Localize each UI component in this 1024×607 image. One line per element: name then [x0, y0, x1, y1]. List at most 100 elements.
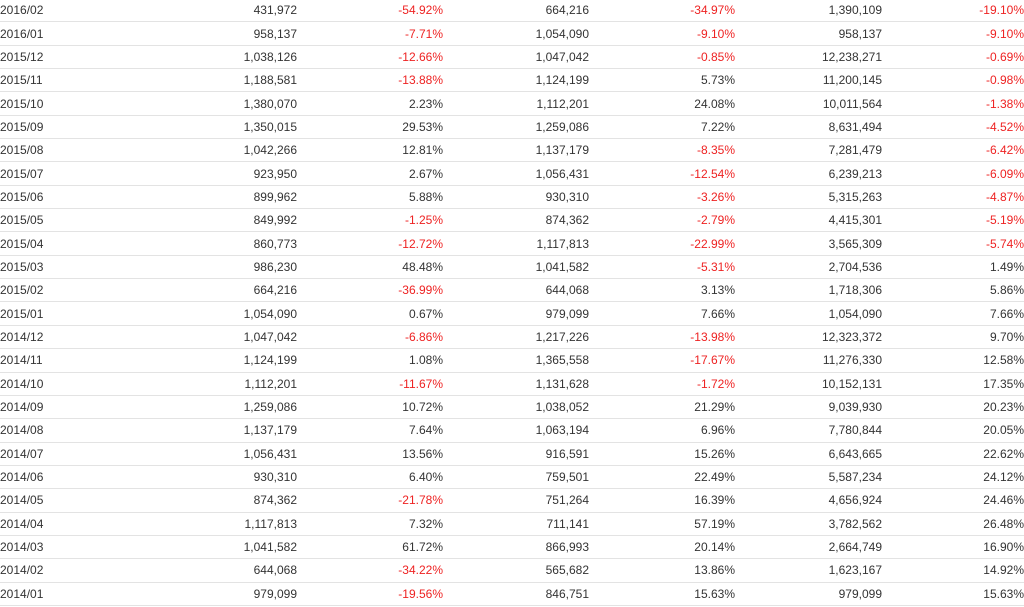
cumulative-cell: 10,152,131	[735, 372, 882, 396]
cumulative-change-cell: -9.10%	[882, 21, 1024, 46]
table-row: 2014/04 1,117,813 7.32% 711,141 57.19% 3,782,…	[0, 512, 1024, 536]
change-a-cell: -11.67%	[297, 372, 443, 396]
change-a-cell: -36.99%	[297, 278, 443, 303]
month-cell: 2014/07	[0, 442, 132, 466]
value-b-cell: 1,056,431	[443, 161, 589, 186]
value-b-cell: 1,131,628	[443, 372, 589, 396]
change-b-cell: 5.73%	[589, 68, 735, 93]
value-a-cell: 979,099	[132, 582, 297, 606]
value-b-cell: 1,124,199	[443, 68, 589, 93]
cumulative-change-cell: 24.46%	[882, 488, 1024, 513]
table-row: 2015/02 664,216 -36.99% 644,068 3.13% 1,718,3…	[0, 278, 1024, 303]
change-b-cell: -22.99%	[589, 231, 735, 256]
month-cell: 2014/04	[0, 512, 132, 536]
cumulative-change-cell: 20.05%	[882, 418, 1024, 443]
change-b-cell: 3.13%	[589, 278, 735, 303]
cumulative-change-cell: -4.87%	[882, 185, 1024, 210]
value-b-cell: 759,501	[443, 465, 589, 490]
table-row: 2014/10 1,112,201 -11.67% 1,131,628 -1.72% 10…	[0, 372, 1024, 396]
cumulative-change-cell: 1.49%	[882, 255, 1024, 280]
change-b-cell: 15.63%	[589, 582, 735, 606]
change-a-cell: -19.56%	[297, 582, 443, 606]
table-row: 2014/06 930,310 6.40% 759,501 22.49% 5,587,23…	[0, 465, 1024, 490]
cumulative-change-cell: 20.23%	[882, 395, 1024, 420]
value-a-cell: 923,950	[132, 161, 297, 186]
month-cell: 2015/07	[0, 161, 132, 186]
cumulative-change-cell: -1.38%	[882, 91, 1024, 116]
cumulative-change-cell: 14.92%	[882, 558, 1024, 583]
month-cell: 2014/11	[0, 348, 132, 373]
cumulative-cell: 8,631,494	[735, 115, 882, 140]
cumulative-change-cell: 12.58%	[882, 348, 1024, 373]
value-a-cell: 1,041,582	[132, 535, 297, 560]
table-row: 2015/03 986,230 48.48% 1,041,582 -5.31% 2,704…	[0, 255, 1024, 280]
table-row: 2015/04 860,773 -12.72% 1,117,813 -22.99% 3,5…	[0, 231, 1024, 256]
month-cell: 2015/10	[0, 91, 132, 116]
cumulative-cell: 12,238,271	[735, 45, 882, 70]
value-a-cell: 1,112,201	[132, 372, 297, 396]
table-row: 2014/09 1,259,086 10.72% 1,038,052 21.29% 9,0…	[0, 395, 1024, 420]
change-b-cell: 15.26%	[589, 442, 735, 466]
change-b-cell: -9.10%	[589, 21, 735, 46]
table-row: 2015/06 899,962 5.88% 930,310 -3.26% 5,315,26…	[0, 185, 1024, 210]
value-b-cell: 846,751	[443, 582, 589, 606]
change-a-cell: 7.64%	[297, 418, 443, 443]
cumulative-cell: 7,281,479	[735, 138, 882, 163]
change-b-cell: -17.67%	[589, 348, 735, 373]
value-b-cell: 1,112,201	[443, 91, 589, 116]
table-row: 2015/08 1,042,266 12.81% 1,137,179 -8.35% 7,2…	[0, 138, 1024, 163]
change-a-cell: -21.78%	[297, 488, 443, 513]
cumulative-cell: 2,704,536	[735, 255, 882, 280]
month-cell: 2014/08	[0, 418, 132, 443]
value-b-cell: 979,099	[443, 301, 589, 326]
change-a-cell: 5.88%	[297, 185, 443, 210]
table-row: 2014/05 874,362 -21.78% 751,264 16.39% 4,656,…	[0, 488, 1024, 513]
month-cell: 2015/04	[0, 231, 132, 256]
value-a-cell: 1,137,179	[132, 418, 297, 443]
value-b-cell: 1,054,090	[443, 21, 589, 46]
month-cell: 2014/03	[0, 535, 132, 560]
value-a-cell: 1,056,431	[132, 442, 297, 466]
table-row: 2015/05 849,992 -1.25% 874,362 -2.79% 4,415,3…	[0, 208, 1024, 233]
value-a-cell: 1,380,070	[132, 91, 297, 116]
month-cell: 2015/01	[0, 301, 132, 326]
change-a-cell: 0.67%	[297, 301, 443, 326]
value-a-cell: 1,047,042	[132, 325, 297, 350]
value-b-cell: 866,993	[443, 535, 589, 560]
value-b-cell: 1,365,558	[443, 348, 589, 373]
cumulative-cell: 4,415,301	[735, 208, 882, 233]
change-a-cell: -54.92%	[297, 0, 443, 23]
value-a-cell: 958,137	[132, 21, 297, 46]
cumulative-change-cell: -0.98%	[882, 68, 1024, 93]
month-cell: 2016/02	[0, 0, 132, 23]
month-cell: 2015/09	[0, 115, 132, 140]
cumulative-cell: 5,587,234	[735, 465, 882, 490]
change-a-cell: 1.08%	[297, 348, 443, 373]
value-a-cell: 1,054,090	[132, 301, 297, 326]
value-a-cell: 664,216	[132, 278, 297, 303]
table-row: 2014/01 979,099 -19.56% 846,751 15.63% 979,09…	[0, 582, 1024, 606]
table-row: 2015/10 1,380,070 2.23% 1,112,201 24.08% 10,0…	[0, 91, 1024, 116]
cumulative-cell: 9,039,930	[735, 395, 882, 420]
table-row: 2015/07 923,950 2.67% 1,056,431 -12.54% 6,239…	[0, 161, 1024, 186]
value-b-cell: 1,063,194	[443, 418, 589, 443]
month-cell: 2015/05	[0, 208, 132, 233]
month-cell: 2015/08	[0, 138, 132, 163]
value-b-cell: 1,041,582	[443, 255, 589, 280]
cumulative-change-cell: -0.69%	[882, 45, 1024, 70]
value-a-cell: 1,259,086	[132, 395, 297, 420]
value-b-cell: 565,682	[443, 558, 589, 583]
change-b-cell: -13.98%	[589, 325, 735, 350]
value-a-cell: 1,124,199	[132, 348, 297, 373]
value-a-cell: 860,773	[132, 231, 297, 256]
change-b-cell: 20.14%	[589, 535, 735, 560]
month-cell: 2014/12	[0, 325, 132, 350]
month-cell: 2015/03	[0, 255, 132, 280]
change-b-cell: -0.85%	[589, 45, 735, 70]
value-b-cell: 1,259,086	[443, 115, 589, 140]
change-b-cell: -1.72%	[589, 372, 735, 396]
change-b-cell: 7.66%	[589, 301, 735, 326]
cumulative-change-cell: 5.86%	[882, 278, 1024, 303]
